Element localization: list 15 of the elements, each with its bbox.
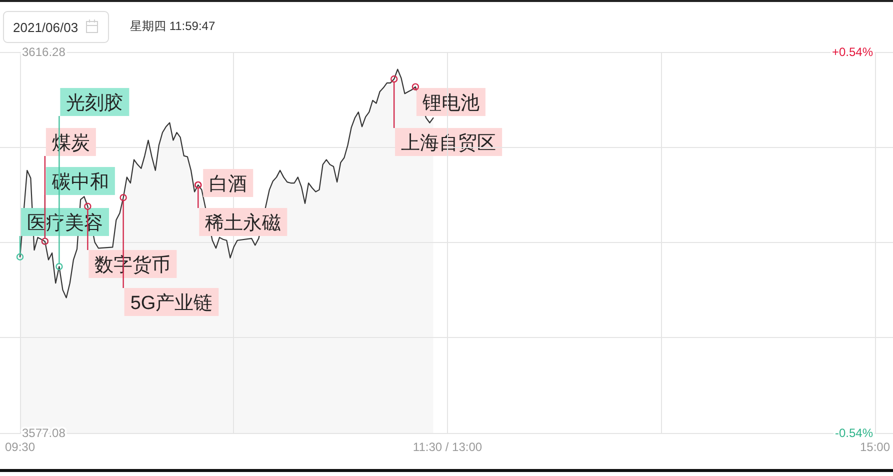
xtick: 15:00 <box>860 440 890 454</box>
xtick: 09:30 <box>4 440 36 454</box>
xtick: 11:30 / 13:00 <box>412 440 482 454</box>
annotation: 5G产业链 <box>130 293 213 314</box>
annotation: 光刻胶 <box>66 92 124 114</box>
annotation: 白酒 <box>209 174 248 195</box>
title: 2021/06/03 <box>13 20 78 35</box>
ytick: 3577.08 <box>22 426 66 440</box>
annotation: 锂电池 <box>421 93 480 114</box>
ytick: +0.54% <box>832 45 873 59</box>
ytick: 3616.28 <box>22 45 66 59</box>
annotation: 碳中和 <box>50 172 109 193</box>
annotation: 稀土永磁 <box>205 212 282 234</box>
ytick: -0.54% <box>834 426 873 440</box>
subtitle: 星期四 11:59:47 <box>130 19 216 33</box>
